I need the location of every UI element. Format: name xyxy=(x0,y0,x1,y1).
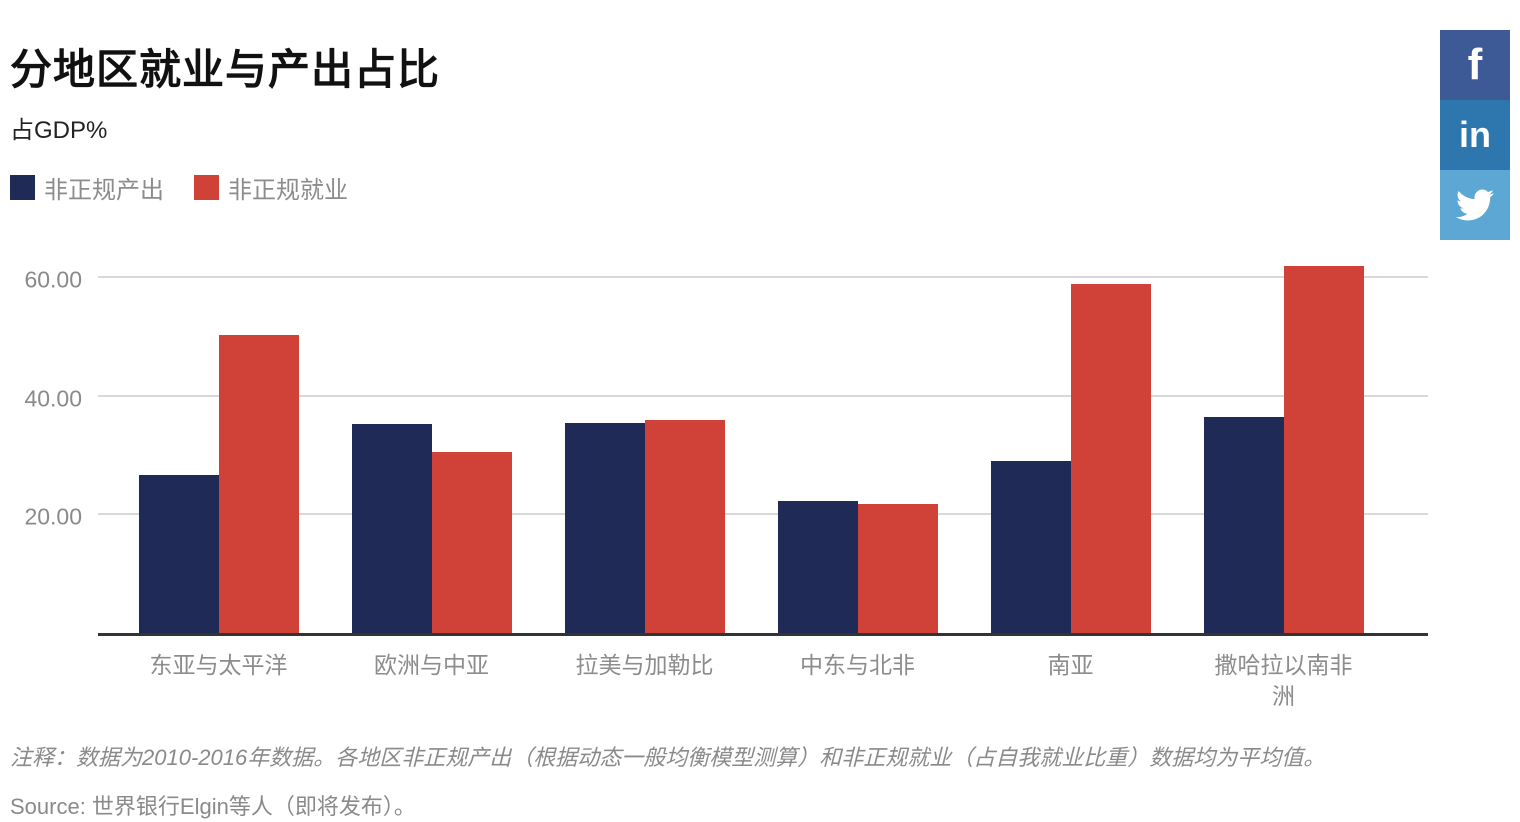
linkedin-icon: in xyxy=(1459,114,1491,155)
chart-legend: 非正规产出 非正规就业 xyxy=(10,170,378,205)
x-axis-label: 拉美与加勒比 xyxy=(575,652,714,678)
legend-swatch-navy xyxy=(10,175,35,200)
bar-group xyxy=(1177,236,1390,633)
y-tick-label: 40.00 xyxy=(24,385,82,412)
legend-item-informal-employment: 非正规就业 xyxy=(194,170,348,205)
x-axis-label: 欧洲与中亚 xyxy=(374,652,489,678)
bar xyxy=(644,420,725,633)
bar-group xyxy=(538,236,751,633)
bar-group xyxy=(325,236,538,633)
chart-note: 注释：数据为2010-2016年数据。各地区非正规产出（根据动态一般均衡模型测算… xyxy=(10,745,1326,770)
gridline xyxy=(98,276,1428,279)
bar xyxy=(1203,416,1284,633)
chart-source: Source: 世界银行Elgin等人（即将发布）。 xyxy=(10,794,416,819)
gridline xyxy=(98,394,1428,397)
bar xyxy=(857,504,938,633)
page-title: 分地区就业与产出占比 xyxy=(10,46,441,93)
linkedin-share-button[interactable]: in xyxy=(1440,100,1510,170)
bar xyxy=(1283,266,1364,633)
gridline xyxy=(98,513,1428,516)
facebook-icon: f xyxy=(1467,40,1483,89)
bar-group xyxy=(112,236,325,633)
bar xyxy=(777,500,858,633)
bar xyxy=(1070,283,1151,633)
legend-label: 非正规就业 xyxy=(228,177,348,204)
y-axis: 20.00 40.00 60.00 xyxy=(0,236,82,636)
y-tick-label: 60.00 xyxy=(24,266,82,293)
x-axis-label: 东亚与太平洋 xyxy=(149,652,288,678)
social-share-rail: f in xyxy=(1440,30,1510,240)
x-axis-label: 南亚 xyxy=(1047,652,1094,678)
bar-groups xyxy=(98,236,1428,633)
bar-group xyxy=(964,236,1177,633)
bar xyxy=(564,422,645,633)
legend-label: 非正规产出 xyxy=(44,177,164,204)
facebook-share-button[interactable]: f xyxy=(1440,30,1510,100)
bar xyxy=(218,334,299,633)
legend-item-informal-output: 非正规产出 xyxy=(10,170,164,205)
bar xyxy=(990,461,1071,633)
twitter-share-button[interactable] xyxy=(1440,170,1510,240)
y-tick-label: 20.00 xyxy=(24,503,82,530)
bar xyxy=(431,451,512,633)
legend-swatch-red xyxy=(194,175,219,200)
x-axis-label: 撒哈拉以南非洲 xyxy=(1214,652,1353,709)
bar xyxy=(351,424,432,633)
twitter-icon xyxy=(1456,189,1494,221)
x-axis-label: 中东与北非 xyxy=(800,652,915,678)
plot-area xyxy=(98,236,1428,636)
x-axis-labels: 东亚与太平洋 欧洲与中亚 拉美与加勒比 中东与北非 南亚 撒哈拉以南非洲 xyxy=(98,650,1428,712)
bar xyxy=(138,474,219,633)
chart-subtitle: 占GDP% xyxy=(10,117,108,144)
bar-chart: 20.00 40.00 60.00 东亚与太平洋 欧洲与中亚 拉美与加勒比 中东与北非 南亚… xyxy=(0,236,1428,709)
bar-group xyxy=(751,236,964,633)
